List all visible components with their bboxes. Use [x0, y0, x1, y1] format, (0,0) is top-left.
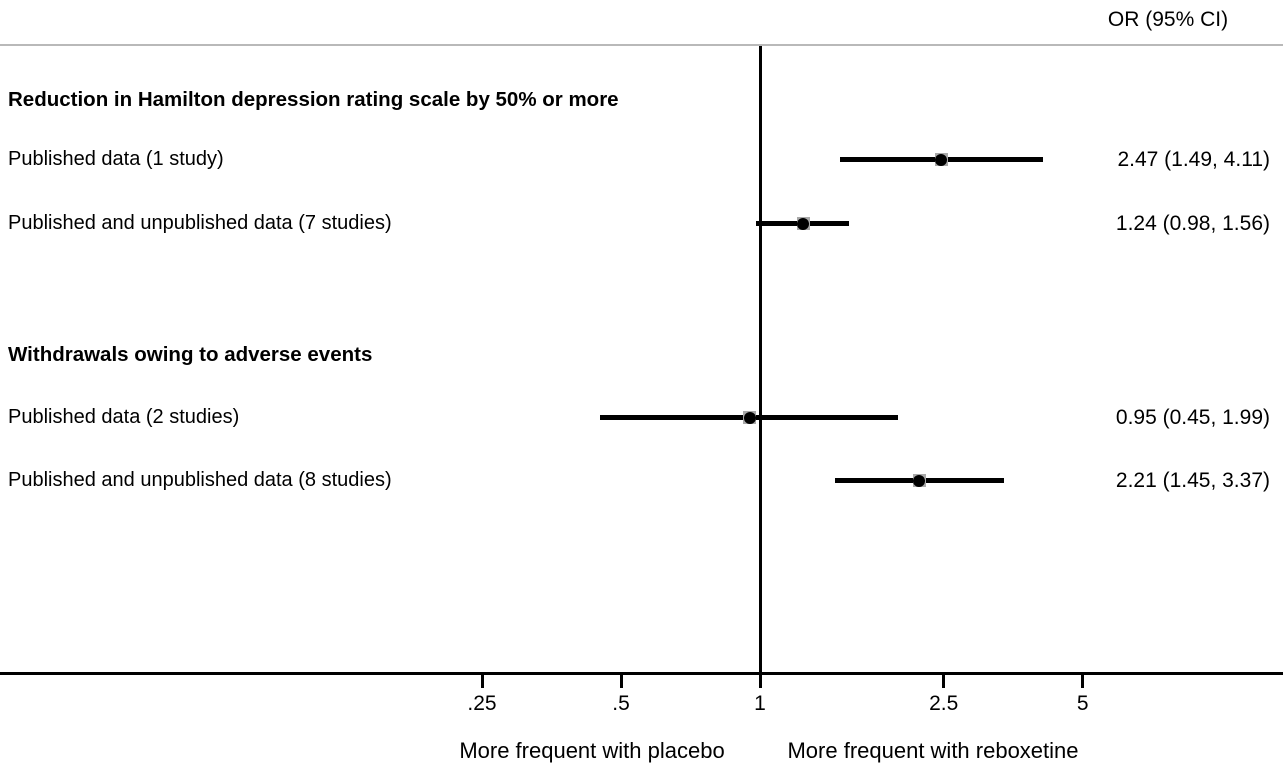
- axis-tick-label: 5: [1076, 692, 1089, 715]
- axis-tick-label: .5: [612, 692, 630, 715]
- point-estimate-marker: [797, 218, 810, 230]
- or-value: 2.21 (1.45, 3.37): [1115, 469, 1270, 492]
- axis-tick: [480, 675, 484, 688]
- axis-tick: [942, 675, 946, 688]
- row-label: Published and unpublished data (7 studie…: [8, 212, 392, 234]
- row-label: Published and unpublished data (8 studie…: [8, 469, 392, 491]
- value-column-header: OR (95% CI): [1107, 8, 1229, 31]
- row-label: Published data (2 studies): [8, 406, 240, 428]
- axis-caption-reboxetine: More frequent with reboxetine: [787, 738, 1079, 763]
- axis-tick-label: 2.5: [929, 692, 959, 715]
- reference-line: [758, 46, 762, 672]
- top-rule: [0, 44, 1283, 46]
- x-axis-line: [0, 672, 1283, 675]
- point-estimate-marker: [935, 154, 948, 166]
- axis-caption-placebo: More frequent with placebo: [459, 738, 725, 763]
- row-label: Published data (1 study): [8, 148, 224, 170]
- or-value: 2.47 (1.49, 4.11): [1117, 148, 1270, 171]
- axis-tick-label: 1: [754, 692, 766, 715]
- point-estimate-marker: [913, 475, 925, 487]
- or-value: 0.95 (0.45, 1.99): [1115, 406, 1270, 429]
- axis-tick-label: .25: [467, 692, 497, 715]
- group-title-withdrawals: Withdrawals owing to adverse events: [8, 343, 373, 366]
- or-value: 1.24 (0.98, 1.56): [1115, 212, 1270, 235]
- group-title-hamilton: Reduction in Hamilton depression rating …: [8, 88, 619, 111]
- axis-tick: [758, 675, 762, 688]
- axis-tick: [1081, 675, 1085, 688]
- axis-tick: [619, 675, 623, 688]
- point-estimate-marker: [743, 412, 756, 424]
